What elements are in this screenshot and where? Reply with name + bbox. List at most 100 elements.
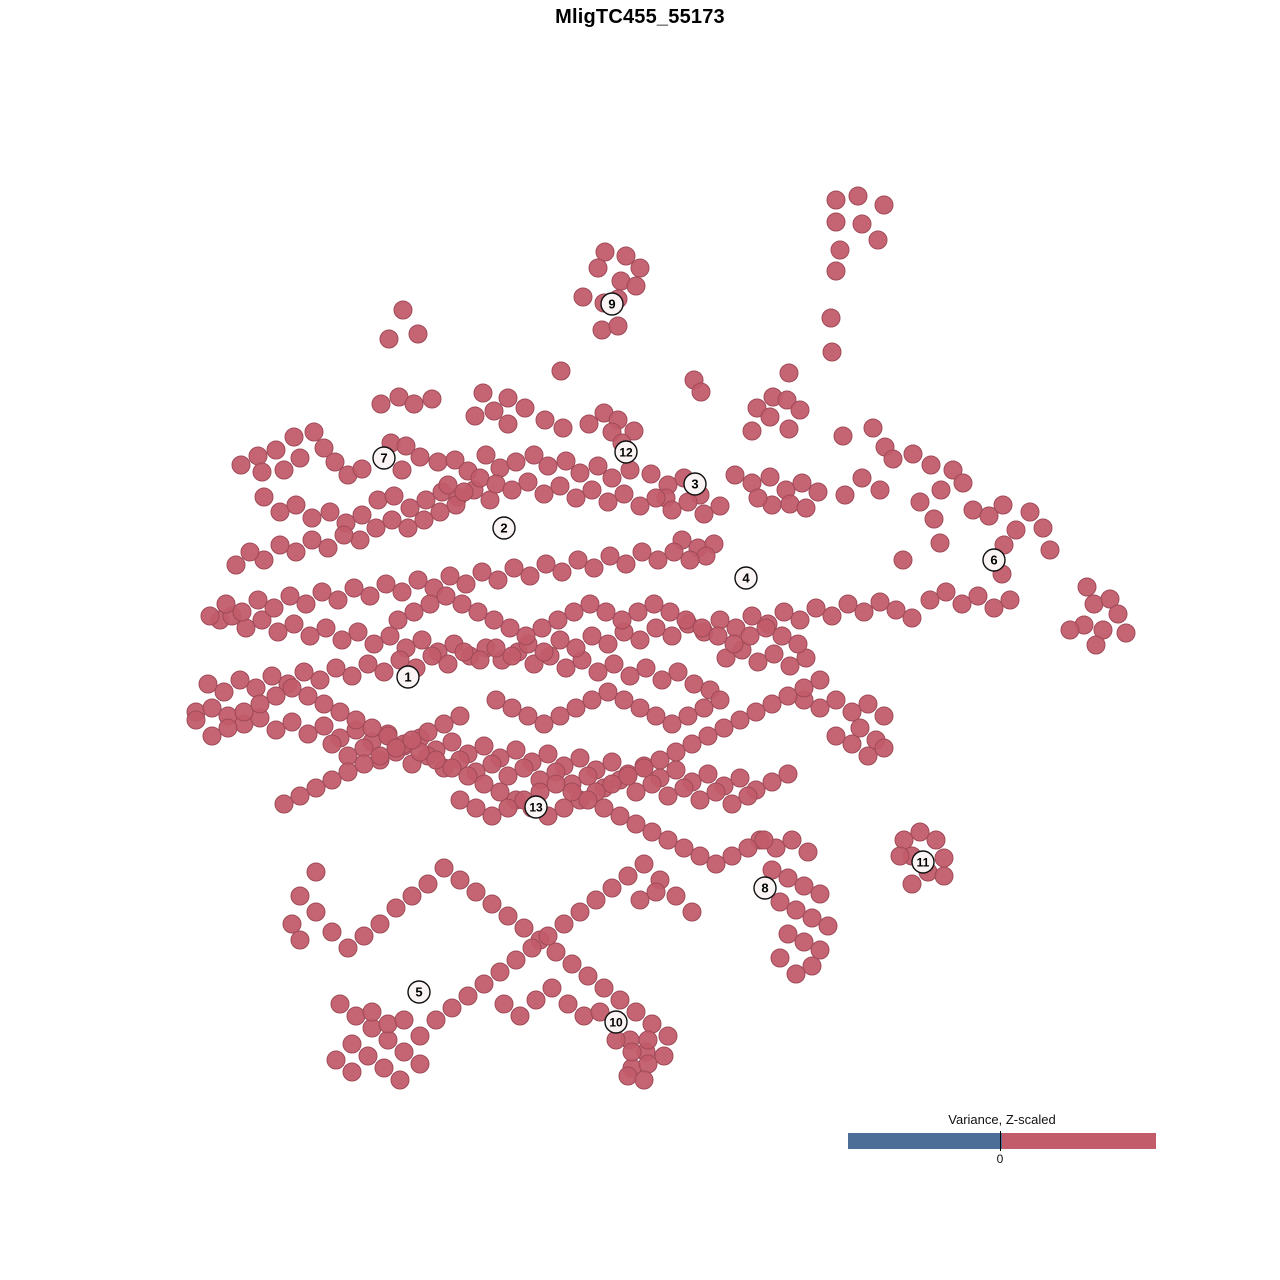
data-point[interactable] bbox=[286, 542, 306, 562]
data-point[interactable] bbox=[642, 774, 662, 794]
data-point[interactable] bbox=[742, 606, 762, 626]
data-point[interactable] bbox=[632, 542, 652, 562]
data-point[interactable] bbox=[662, 500, 682, 520]
data-point[interactable] bbox=[782, 830, 802, 850]
data-point[interactable] bbox=[574, 1006, 594, 1026]
data-point[interactable] bbox=[296, 594, 316, 614]
data-point[interactable] bbox=[1108, 604, 1128, 624]
data-point[interactable] bbox=[393, 300, 413, 320]
data-point[interactable] bbox=[226, 555, 246, 575]
data-point[interactable] bbox=[580, 594, 600, 614]
data-point[interactable] bbox=[596, 602, 616, 622]
data-point[interactable] bbox=[410, 1054, 430, 1074]
data-point[interactable] bbox=[764, 644, 784, 664]
data-point[interactable] bbox=[1077, 577, 1097, 597]
data-point[interactable] bbox=[232, 602, 252, 622]
data-point[interactable] bbox=[562, 782, 582, 802]
data-point[interactable] bbox=[466, 798, 486, 818]
data-point[interactable] bbox=[993, 495, 1013, 515]
data-point[interactable] bbox=[682, 902, 702, 922]
data-point[interactable] bbox=[790, 400, 810, 420]
data-point[interactable] bbox=[760, 407, 780, 427]
data-point[interactable] bbox=[452, 594, 472, 614]
data-point[interactable] bbox=[306, 862, 326, 882]
data-point[interactable] bbox=[442, 732, 462, 752]
data-point[interactable] bbox=[250, 694, 270, 714]
data-point[interactable] bbox=[318, 538, 338, 558]
data-point[interactable] bbox=[930, 533, 950, 553]
data-point[interactable] bbox=[598, 492, 618, 512]
data-point[interactable] bbox=[248, 590, 268, 610]
data-point[interactable] bbox=[482, 894, 502, 914]
data-point[interactable] bbox=[218, 718, 238, 738]
data-point[interactable] bbox=[298, 724, 318, 744]
data-point[interactable] bbox=[798, 842, 818, 862]
data-point[interactable] bbox=[762, 694, 782, 714]
data-point[interactable] bbox=[474, 736, 494, 756]
data-point[interactable] bbox=[502, 646, 522, 666]
data-point[interactable] bbox=[338, 938, 358, 958]
data-point[interactable] bbox=[730, 768, 750, 788]
data-point[interactable] bbox=[498, 766, 518, 786]
data-point[interactable] bbox=[214, 682, 234, 702]
data-point[interactable] bbox=[515, 398, 535, 418]
data-point[interactable] bbox=[778, 868, 798, 888]
data-point[interactable] bbox=[690, 846, 710, 866]
data-point[interactable] bbox=[648, 550, 668, 570]
data-point[interactable] bbox=[316, 618, 336, 638]
data-point[interactable] bbox=[953, 473, 973, 493]
labeled-node-4[interactable]: 4 bbox=[734, 566, 758, 590]
data-point[interactable] bbox=[378, 1030, 398, 1050]
data-point[interactable] bbox=[654, 1046, 674, 1066]
data-point[interactable] bbox=[420, 594, 440, 614]
data-point[interactable] bbox=[342, 666, 362, 686]
data-point[interactable] bbox=[408, 324, 428, 344]
data-point[interactable] bbox=[780, 494, 800, 514]
labeled-node-11[interactable]: 11 bbox=[911, 850, 935, 874]
data-point[interactable] bbox=[538, 926, 558, 946]
labeled-node-3[interactable]: 3 bbox=[683, 472, 707, 496]
data-point[interactable] bbox=[634, 854, 654, 874]
labeled-node-9[interactable]: 9 bbox=[600, 292, 624, 316]
data-point[interactable] bbox=[1033, 518, 1053, 538]
data-point[interactable] bbox=[600, 546, 620, 566]
data-point[interactable] bbox=[692, 618, 712, 638]
data-point[interactable] bbox=[902, 608, 922, 628]
data-point[interactable] bbox=[838, 594, 858, 614]
data-point[interactable] bbox=[668, 662, 688, 682]
data-point[interactable] bbox=[500, 618, 520, 638]
data-point[interactable] bbox=[630, 496, 650, 516]
data-point[interactable] bbox=[822, 606, 842, 626]
data-point[interactable] bbox=[610, 806, 630, 826]
data-point[interactable] bbox=[634, 758, 654, 778]
data-point[interactable] bbox=[588, 662, 608, 682]
data-point[interactable] bbox=[422, 389, 442, 409]
data-point[interactable] bbox=[390, 1070, 410, 1090]
data-point[interactable] bbox=[698, 764, 718, 784]
data-point[interactable] bbox=[566, 698, 586, 718]
data-point[interactable] bbox=[465, 406, 485, 426]
data-point[interactable] bbox=[618, 866, 638, 886]
data-point[interactable] bbox=[386, 738, 406, 758]
data-point[interactable] bbox=[518, 472, 538, 492]
data-point[interactable] bbox=[282, 678, 302, 698]
data-point[interactable] bbox=[870, 480, 890, 500]
data-point[interactable] bbox=[582, 480, 602, 500]
data-point[interactable] bbox=[370, 914, 390, 934]
data-point[interactable] bbox=[526, 990, 546, 1010]
data-point[interactable] bbox=[818, 916, 838, 936]
data-point[interactable] bbox=[696, 546, 716, 566]
data-point[interactable] bbox=[440, 566, 460, 586]
data-point[interactable] bbox=[506, 452, 526, 472]
data-point[interactable] bbox=[498, 798, 518, 818]
data-point[interactable] bbox=[486, 474, 506, 494]
data-point[interactable] bbox=[284, 614, 304, 634]
data-point[interactable] bbox=[808, 482, 828, 502]
data-point[interactable] bbox=[579, 414, 599, 434]
data-point[interactable] bbox=[274, 460, 294, 480]
data-point[interactable] bbox=[863, 418, 883, 438]
data-point[interactable] bbox=[694, 698, 714, 718]
data-point[interactable] bbox=[326, 658, 346, 678]
data-point[interactable] bbox=[630, 630, 650, 650]
